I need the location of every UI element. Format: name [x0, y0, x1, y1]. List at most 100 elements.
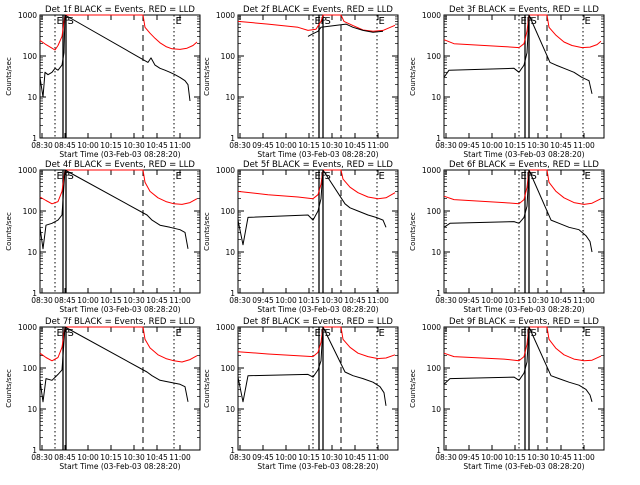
marker-label: S [68, 328, 74, 339]
x-tick-label: 10:30 [123, 453, 145, 462]
y-tick-label: 10 [27, 405, 37, 414]
x-tick-label: 10:30 [123, 141, 145, 150]
x-tick-label: 10:30 [123, 296, 145, 305]
x-tick-label: 10:45 [344, 141, 366, 150]
x-tick-label: 11:00 [573, 141, 595, 150]
x-tick-label: 08:30 [229, 141, 251, 150]
y-tick-label: 1 [32, 134, 37, 143]
x-tick-label: 10:45 [550, 453, 572, 462]
x-tick-label: 08:30 [435, 296, 457, 305]
x-tick-label: 10:30 [321, 296, 343, 305]
marker-label: E [57, 16, 63, 27]
marker-label: E [315, 171, 321, 182]
x-tick-label: 11:00 [169, 296, 191, 305]
x-tick-label: 10:15 [504, 453, 526, 462]
x-axis-label: Start Time (03-Feb-03 08:28:20) [463, 462, 584, 471]
y-tick-label: 100 [221, 207, 236, 216]
x-tick-label: 10:15 [298, 453, 320, 462]
y-axis-label: Counts/sec [203, 57, 211, 96]
marker-label: E [521, 328, 527, 339]
events-series-line [443, 14, 593, 94]
marker-label: E [379, 16, 385, 27]
x-tick-label: 10:30 [527, 141, 549, 150]
x-tick-label: 09:45 [458, 453, 480, 462]
lld-series-line [237, 169, 396, 200]
y-tick-label: 1 [230, 289, 235, 298]
chart-title: Det 8f BLACK = Events, RED = LLD [243, 317, 393, 327]
marker-label: E [379, 328, 385, 339]
y-tick-label: 1000 [18, 11, 37, 20]
x-tick-label: 10:15 [100, 453, 122, 462]
x-tick-label: 11:00 [367, 296, 389, 305]
plot-frame [237, 169, 399, 294]
marker-label: E [315, 16, 321, 27]
chart-title: Det 4f BLACK = Events, RED = LLD [45, 160, 195, 170]
x-tick-label: 10:45 [344, 296, 366, 305]
x-tick-label: 10:30 [527, 453, 549, 462]
y-tick-label: 10 [225, 93, 235, 102]
x-tick-label: 10:45 [550, 141, 572, 150]
x-tick-label: 09:45 [252, 453, 274, 462]
marker-label: F [65, 328, 71, 339]
events-series-line [237, 169, 387, 246]
x-tick-label: 08:30 [31, 141, 53, 150]
x-tick-label: 10:30 [321, 453, 343, 462]
x-tick-label: 11:00 [169, 141, 191, 150]
marker-label: E [57, 171, 63, 182]
chart-title: Det 9f BLACK = Events, RED = LLD [449, 317, 599, 327]
lld-series-line [237, 14, 396, 32]
x-tick-label: 10:45 [146, 141, 168, 150]
events-series-line [307, 23, 384, 37]
y-tick-label: 100 [427, 52, 442, 61]
chart-panel: Det 5f BLACK = Events, RED = LLD Counts/s… [203, 160, 399, 314]
lld-series-line [443, 14, 602, 49]
chart-panel: Det 4f BLACK = Events, RED = LLD Counts/s… [5, 160, 201, 314]
chart-panel: Det 9f BLACK = Events, RED = LLD Counts/s… [409, 317, 605, 471]
x-tick-label: 08:30 [435, 141, 457, 150]
x-tick-label: 10:15 [298, 296, 320, 305]
x-tick-label: 08:45 [54, 141, 76, 150]
marker-label: E [521, 171, 527, 182]
x-tick-label: 10:15 [100, 296, 122, 305]
chart-panel: Det 3f BLACK = Events, RED = LLD Counts/s… [409, 5, 605, 159]
lld-series-line [443, 169, 602, 205]
marker-label: E [379, 171, 385, 182]
marker-label: S [531, 171, 537, 182]
x-tick-label: 10:00 [275, 453, 297, 462]
y-axis-label: Counts/sec [5, 57, 13, 96]
marker-label: E [315, 328, 321, 339]
chart-panel: Det 1f BLACK = Events, RED = LLD Counts/s… [5, 5, 201, 159]
x-tick-label: 10:45 [550, 296, 572, 305]
x-axis-label: Start Time (03-Feb-03 08:28:20) [463, 305, 584, 314]
x-tick-label: 10:00 [481, 453, 503, 462]
marker-label: S [325, 328, 331, 339]
x-tick-label: 10:15 [298, 141, 320, 150]
y-axis-label: Counts/sec [409, 212, 417, 251]
y-tick-label: 10 [225, 405, 235, 414]
chart-title: Det 6f BLACK = Events, RED = LLD [449, 160, 599, 170]
y-tick-label: 10 [431, 93, 441, 102]
y-tick-label: 1000 [422, 323, 441, 332]
x-tick-label: 10:00 [481, 141, 503, 150]
x-tick-label: 08:30 [31, 296, 53, 305]
marker-label: E [57, 328, 63, 339]
x-tick-label: 10:15 [504, 296, 526, 305]
plot-frame [237, 14, 399, 139]
x-tick-label: 09:45 [252, 141, 274, 150]
y-tick-label: 10 [431, 248, 441, 257]
y-tick-label: 10 [27, 248, 37, 257]
plot-frame [443, 14, 605, 139]
y-tick-label: 1000 [216, 323, 235, 332]
y-axis-label: Counts/sec [203, 369, 211, 408]
y-tick-label: 1000 [216, 166, 235, 175]
lld-series-line [39, 326, 198, 363]
chart-panel: Det 6f BLACK = Events, RED = LLD Counts/s… [409, 160, 605, 314]
y-tick-label: 100 [221, 52, 236, 61]
chart-title: Det 1f BLACK = Events, RED = LLD [45, 5, 195, 15]
x-tick-label: 10:45 [344, 453, 366, 462]
y-tick-label: 10 [431, 405, 441, 414]
y-tick-label: 10 [225, 248, 235, 257]
marker-label: S [531, 328, 537, 339]
x-tick-label: 08:30 [229, 453, 251, 462]
